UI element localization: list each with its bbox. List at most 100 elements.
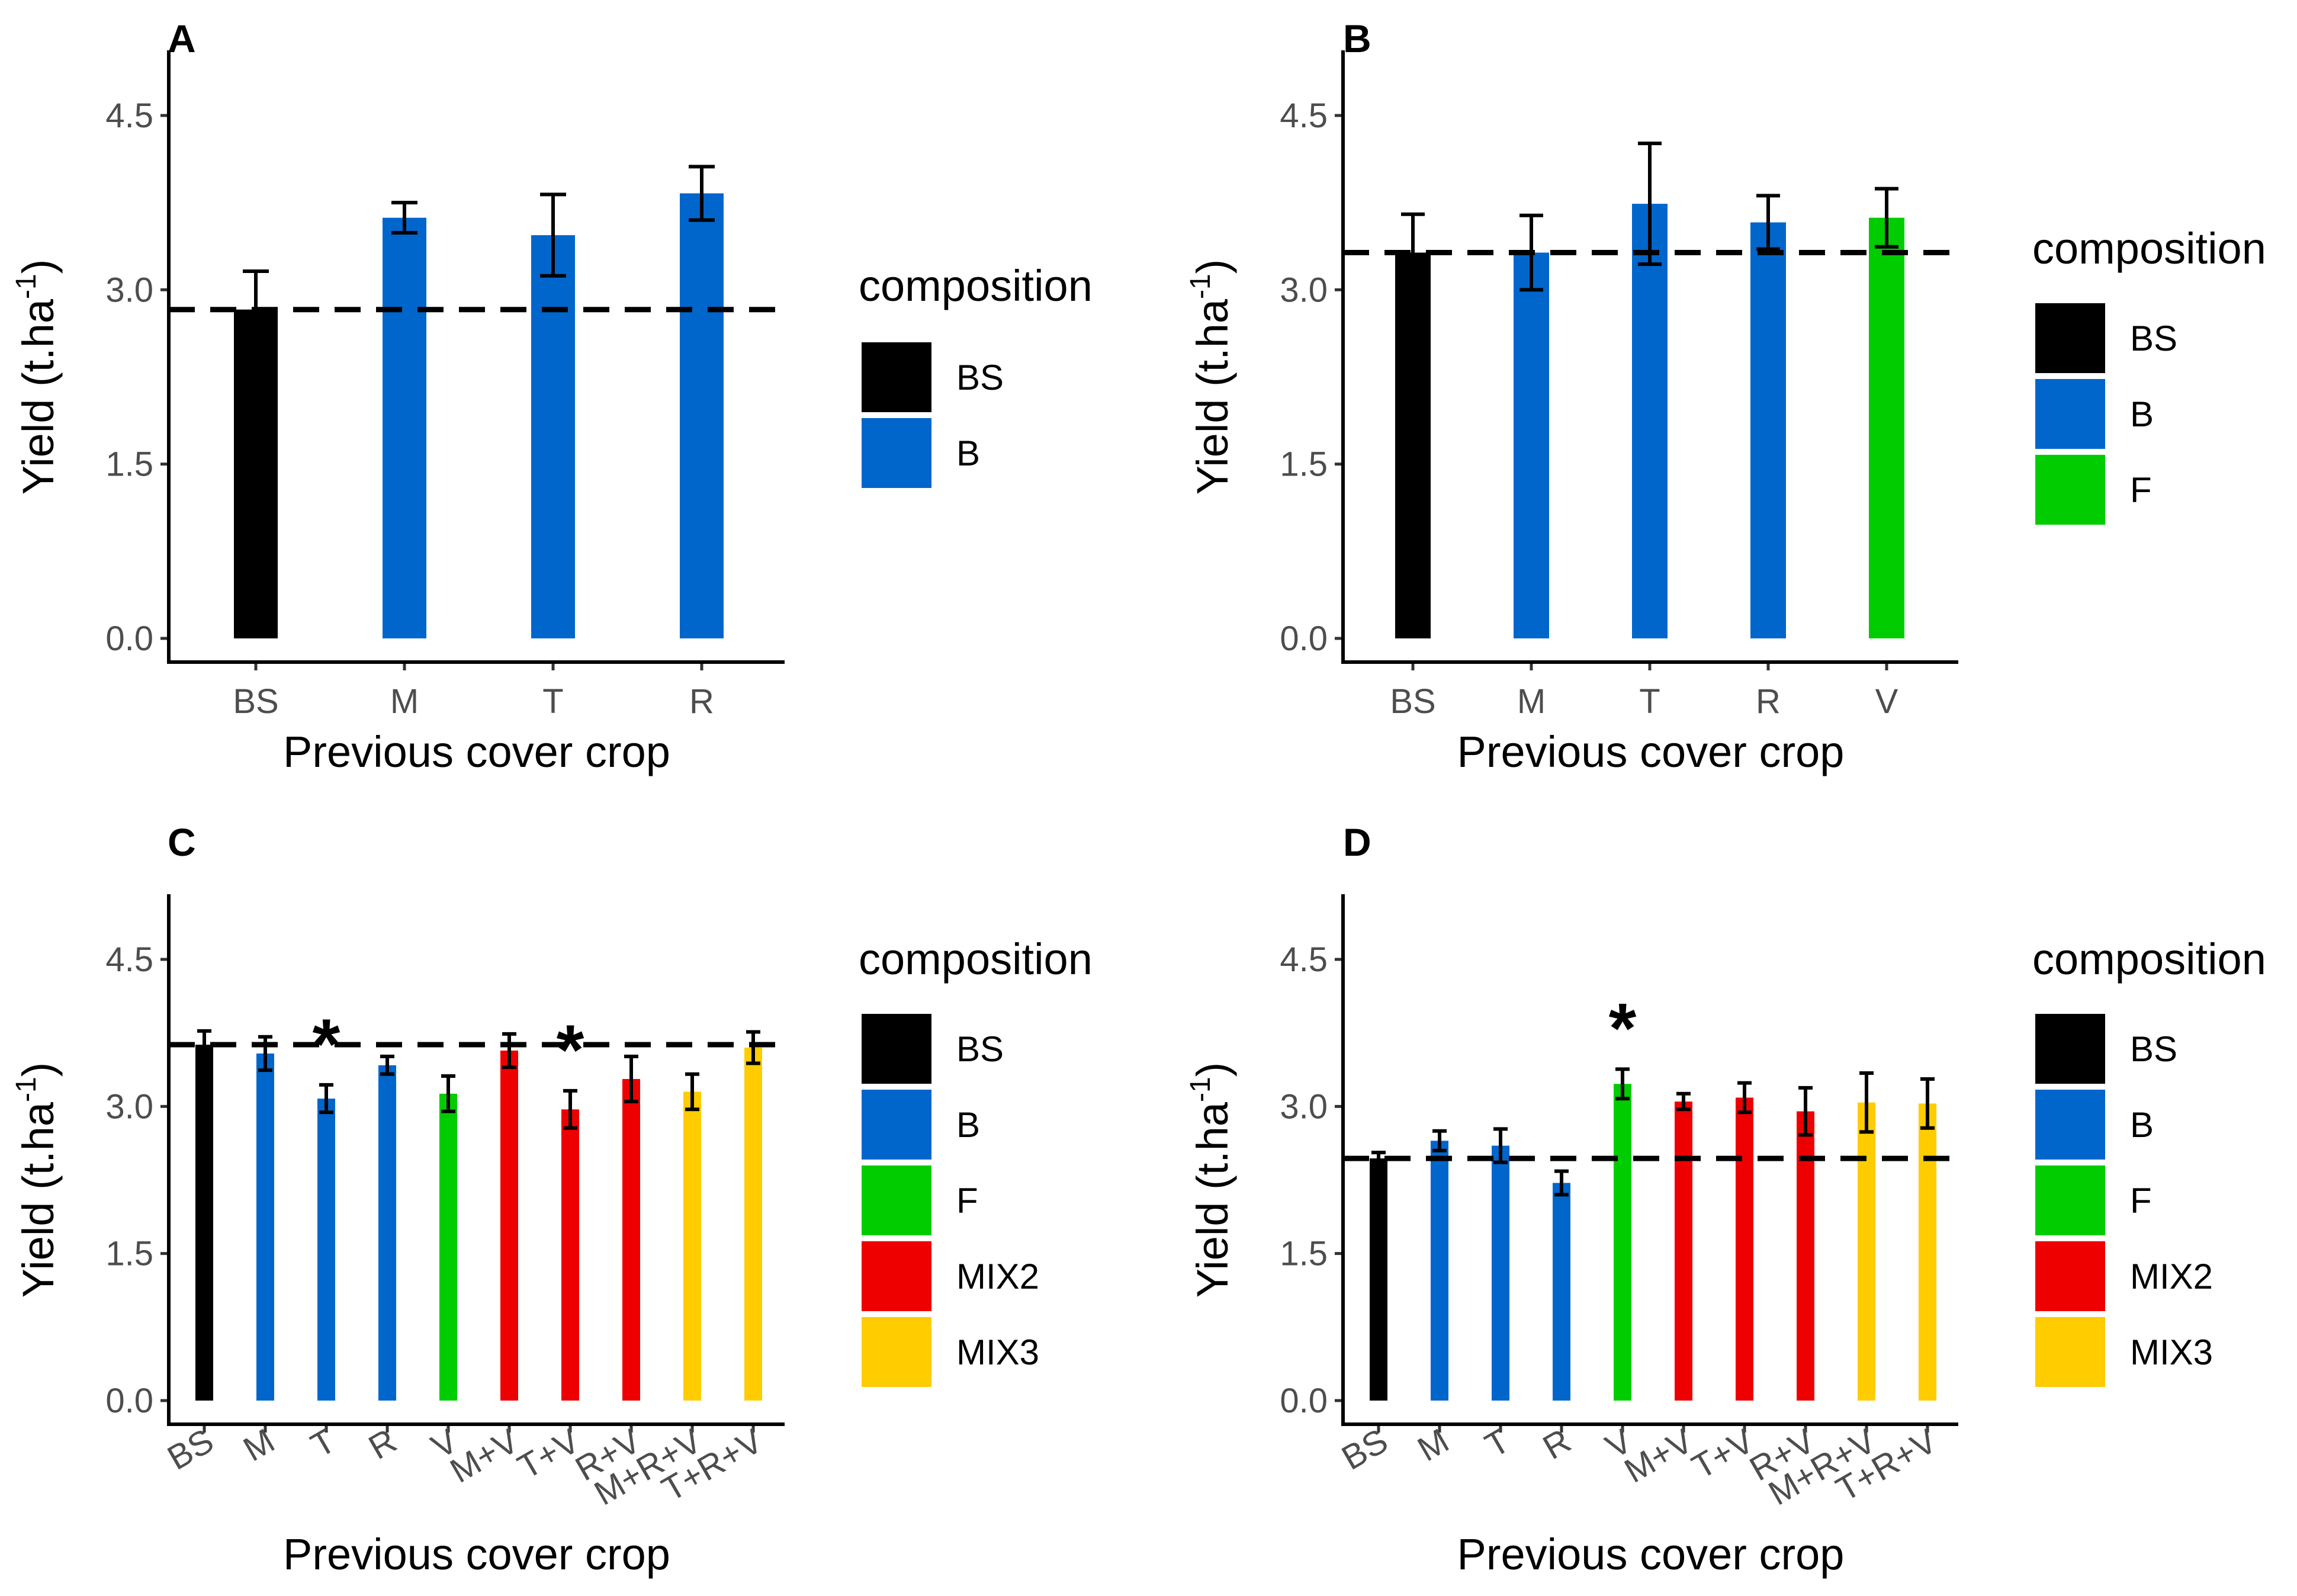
error-bar	[441, 1074, 455, 1113]
error-bar	[380, 1054, 394, 1076]
legend-label: MIX2	[2130, 1257, 2213, 1296]
error-bar	[1615, 1067, 1630, 1101]
x-axis-title: Previous cover crop	[283, 727, 670, 776]
legend-title: composition	[859, 261, 1093, 310]
bar-m	[256, 1053, 274, 1401]
error-bar	[1676, 1091, 1691, 1112]
y-tick-label: 4.5	[105, 97, 153, 135]
bar-t	[531, 235, 575, 638]
x-tick-label: BS	[161, 1421, 220, 1478]
x-tick-label: M	[1517, 682, 1546, 721]
error-bar	[1554, 1169, 1569, 1197]
bar-bs	[234, 309, 278, 638]
y-tick-label: 1.5	[1280, 1235, 1328, 1273]
legend-swatch-f	[2035, 455, 2105, 525]
y-axis-title-close: )	[1188, 259, 1237, 274]
x-tick-label: R	[689, 682, 714, 721]
panel-c: C0.01.53.04.5BS M*T R VM+V*T+VR+VM+R+VT+R+V…	[11, 820, 1093, 1579]
bar-r	[1750, 222, 1786, 639]
error-bar	[685, 1072, 699, 1112]
x-tick-label: T	[542, 682, 563, 721]
bar-r-v	[622, 1078, 640, 1401]
y-axis-title-text: Yield (t.ha	[1188, 1102, 1237, 1298]
bar-t-r-v	[744, 1048, 762, 1401]
error-bar	[391, 201, 417, 235]
legend-swatch-f	[862, 1165, 931, 1235]
panel-label: C	[168, 820, 196, 864]
y-tick-label: 0.0	[1280, 619, 1328, 658]
bar-v	[1614, 1084, 1631, 1401]
error-bar	[689, 165, 715, 222]
x-tick-label: V	[1875, 682, 1898, 721]
legend: composition BS BF	[2032, 224, 2266, 525]
error-bar	[1432, 1129, 1447, 1152]
legend-swatch-mix3	[862, 1317, 931, 1387]
error-bar	[502, 1032, 516, 1070]
legend-swatch-bs	[862, 1014, 931, 1084]
bar-m	[383, 217, 426, 639]
bar-t	[1492, 1145, 1509, 1401]
legend-label: F	[2130, 1181, 2152, 1221]
legend-label: MIX2	[956, 1257, 1039, 1296]
x-tick-label: T	[304, 1421, 342, 1465]
bar-t-v	[561, 1109, 579, 1401]
panel-b: B 0.0 1.5 3.0 4.5 BS M T R V Previous cover crop Yi…	[1185, 17, 2266, 776]
y-tick-label: 4.5	[1280, 940, 1328, 979]
legend-swatch-mix2	[862, 1241, 931, 1311]
y-tick-label: 1.5	[105, 1235, 153, 1273]
x-axis-title: Previous cover crop	[1457, 727, 1845, 776]
y-tick-label: 1.5	[1280, 445, 1328, 484]
legend-swatch-bs	[2035, 1014, 2105, 1084]
legend-label: B	[2130, 1105, 2154, 1145]
bar-v	[439, 1093, 457, 1401]
x-axis-title: Previous cover crop	[1457, 1530, 1845, 1579]
y-tick-label: 3.0	[1280, 1087, 1328, 1126]
legend-title: composition	[2032, 224, 2266, 273]
error-bar	[1920, 1077, 1935, 1130]
x-tick-label: R	[1537, 1421, 1578, 1467]
y-tick-label: 3.0	[105, 271, 153, 309]
x-tick-label: BS	[1335, 1421, 1395, 1478]
legend-label: BS	[2130, 1029, 2177, 1069]
y-tick-label: 0.0	[105, 1382, 153, 1420]
error-bar	[1401, 212, 1425, 293]
legend-label: BS	[2130, 319, 2177, 358]
x-tick-label: R	[1756, 682, 1781, 721]
bar-bs	[1370, 1158, 1387, 1401]
y-axis-title: Yield (t.ha-1)	[1185, 1062, 1237, 1298]
y-axis-title: Yield (t.ha-1)	[1185, 259, 1237, 495]
significance-star: *	[1609, 988, 1637, 1068]
x-tick-label: BS	[233, 682, 278, 721]
legend: composition BS B	[859, 261, 1093, 488]
legend-swatch-b	[2035, 379, 2105, 449]
legend-label: F	[2130, 470, 2152, 510]
error-bar	[319, 1083, 333, 1115]
legend-label: F	[956, 1181, 978, 1221]
y-tick-label: 3.0	[105, 1087, 153, 1126]
error-bar	[197, 1029, 211, 1061]
legend-swatch-bs	[862, 342, 931, 412]
bar-m-v	[1675, 1102, 1692, 1401]
x-tick-label: T	[1479, 1421, 1516, 1465]
legend-swatch-f	[2035, 1165, 2105, 1235]
error-bar	[540, 192, 566, 278]
bar-m-r-v	[1858, 1102, 1875, 1401]
error-bar	[1859, 1071, 1874, 1134]
y-axis-title-sup: -1	[11, 274, 42, 299]
panel-a: A 0.0 1.5 3.0 4.5 BS M T R Previous cover crop Yie…	[11, 17, 1093, 776]
panel-label: A	[168, 17, 196, 60]
panel-label: D	[1343, 820, 1371, 864]
bar-m	[1514, 252, 1549, 638]
legend-swatch-mix3	[2035, 1317, 2105, 1387]
y-axis-title: Yield (t.ha-1)	[11, 1062, 63, 1298]
bar-bs	[195, 1045, 213, 1401]
bar-v	[1869, 217, 1904, 639]
error-bar	[1638, 142, 1662, 266]
legend-swatch-b	[2035, 1090, 2105, 1160]
bar-r-v	[1797, 1111, 1814, 1401]
error-bar	[1737, 1081, 1752, 1115]
bar-bs	[1395, 252, 1431, 638]
x-tick-label: M	[237, 1421, 281, 1469]
x-tick-label: M	[1411, 1421, 1455, 1469]
